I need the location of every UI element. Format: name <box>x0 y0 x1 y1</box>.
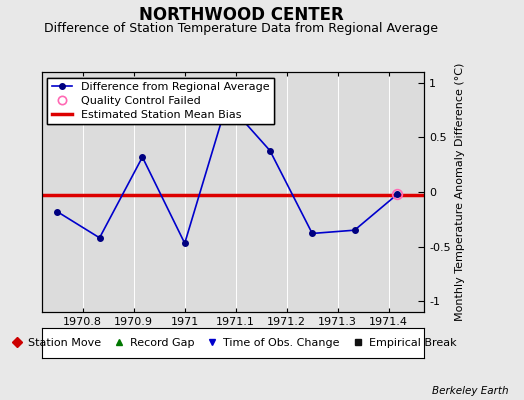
Text: NORTHWOOD CENTER: NORTHWOOD CENTER <box>139 6 343 24</box>
Legend: Difference from Regional Average, Quality Control Failed, Estimated Station Mean: Difference from Regional Average, Qualit… <box>48 78 274 124</box>
Text: Berkeley Earth: Berkeley Earth <box>432 386 508 396</box>
Legend: Station Move, Record Gap, Time of Obs. Change, Empirical Break: Station Move, Record Gap, Time of Obs. C… <box>7 335 460 351</box>
Text: Difference of Station Temperature Data from Regional Average: Difference of Station Temperature Data f… <box>44 22 438 35</box>
Y-axis label: Monthly Temperature Anomaly Difference (°C): Monthly Temperature Anomaly Difference (… <box>455 63 465 321</box>
